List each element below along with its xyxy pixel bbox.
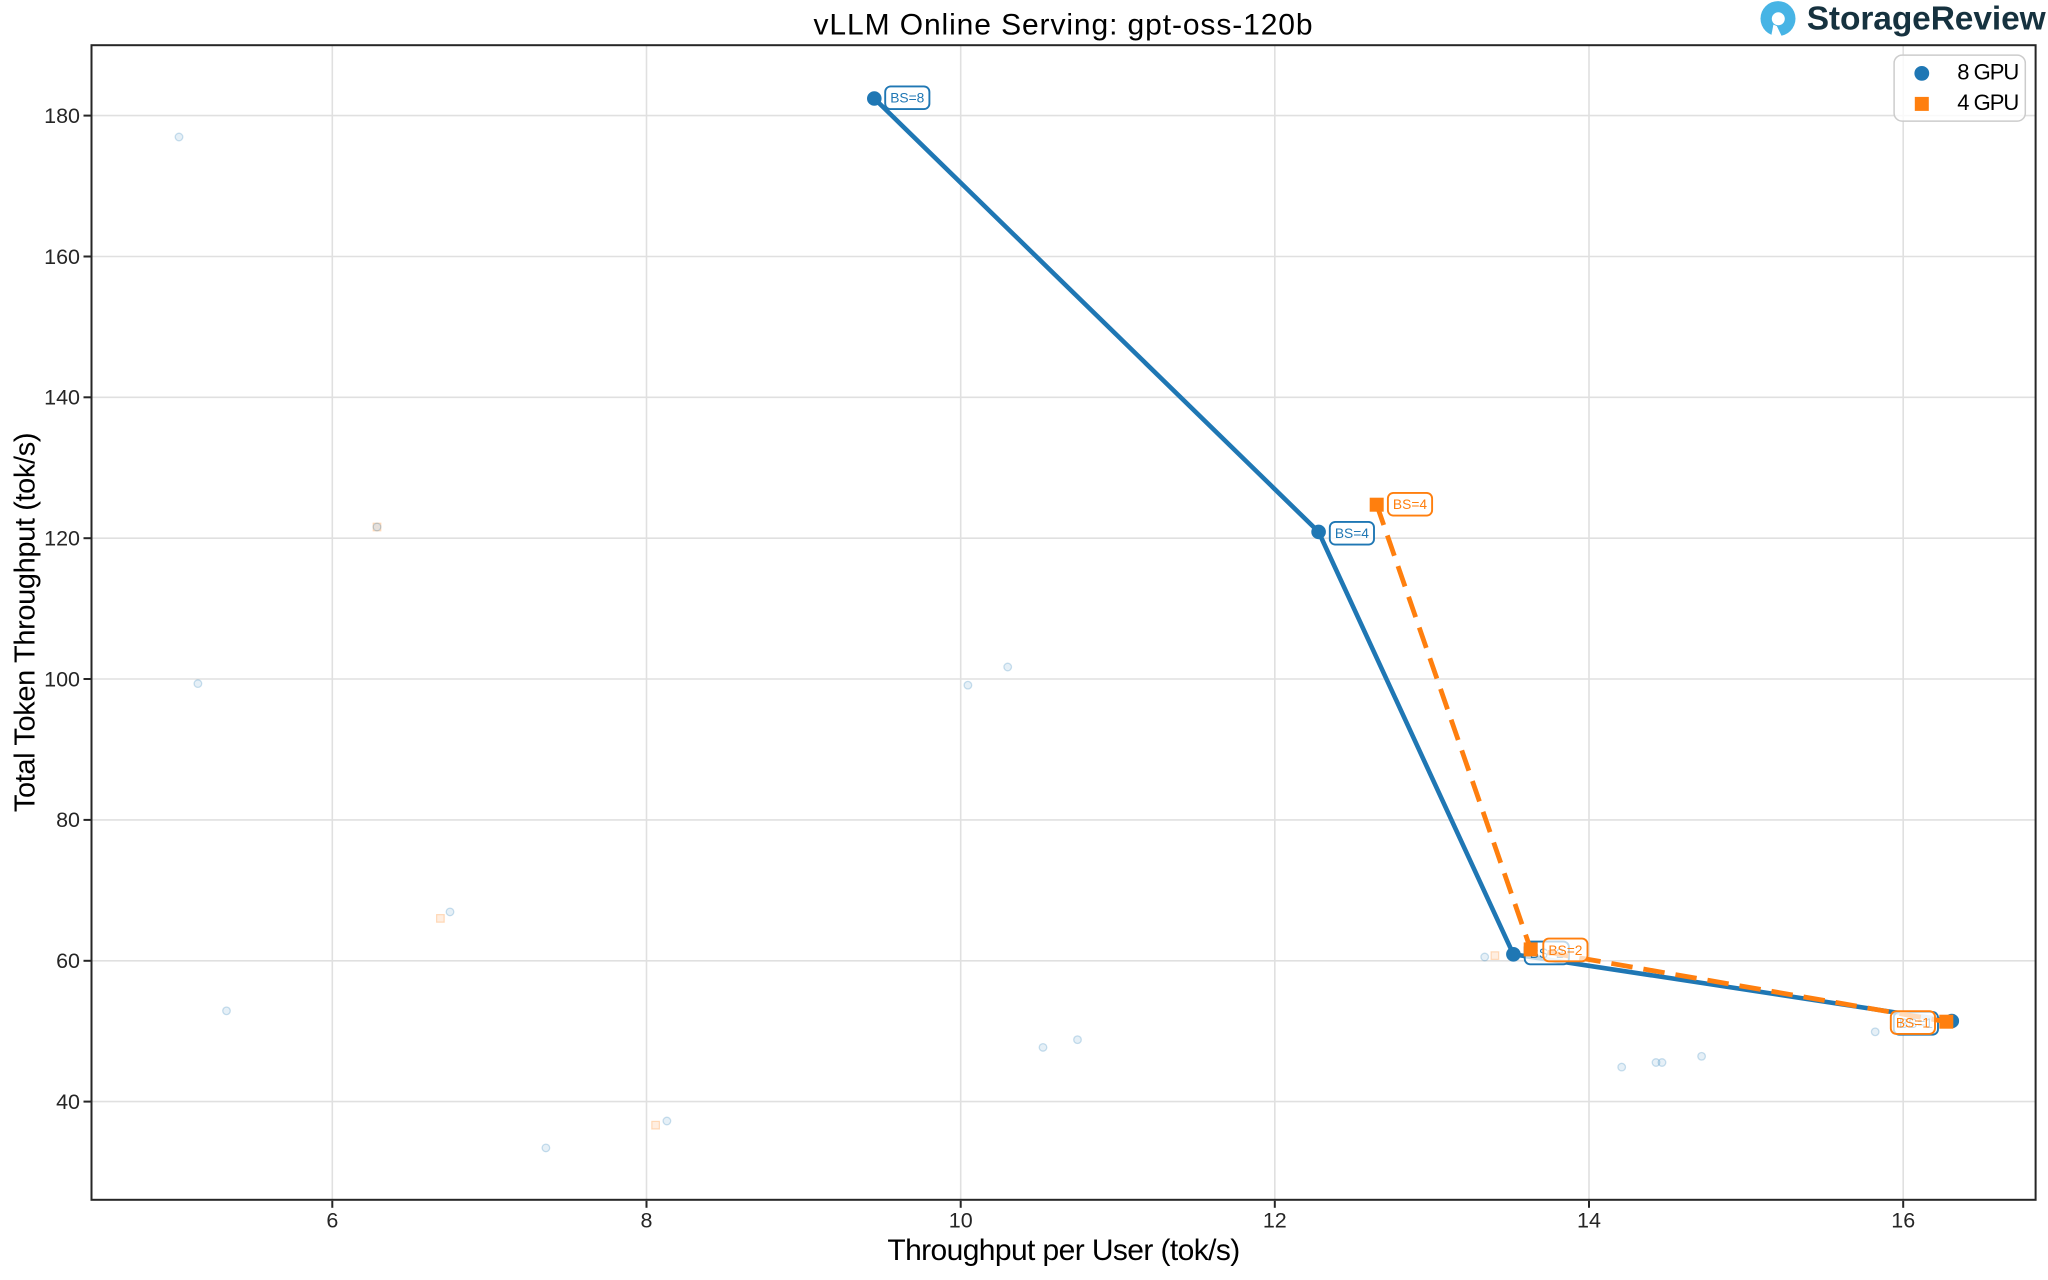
svg-text:16: 16 — [1891, 1208, 1915, 1232]
svg-text:8 GPU: 8 GPU — [1957, 59, 2018, 84]
svg-text:120: 120 — [44, 527, 80, 551]
svg-text:BS=2: BS=2 — [1548, 943, 1582, 958]
svg-text:4 GPU: 4 GPU — [1957, 90, 2018, 115]
svg-text:14: 14 — [1577, 1208, 1601, 1232]
svg-text:BS=4: BS=4 — [1335, 526, 1369, 541]
svg-text:40: 40 — [56, 1090, 80, 1114]
svg-text:80: 80 — [56, 808, 80, 832]
svg-text:140: 140 — [44, 386, 80, 410]
svg-text:BS=1: BS=1 — [1896, 1016, 1930, 1031]
svg-text:100: 100 — [44, 667, 80, 691]
svg-text:Total Token Throughput (tok/s): Total Token Throughput (tok/s) — [9, 433, 41, 812]
svg-text:6: 6 — [326, 1208, 338, 1232]
svg-text:vLLM Online Serving: gpt-oss-1: vLLM Online Serving: gpt-oss-120b — [814, 9, 1314, 42]
svg-text:BS=8: BS=8 — [890, 91, 924, 106]
svg-text:10: 10 — [949, 1208, 973, 1232]
svg-text:12: 12 — [1263, 1208, 1287, 1232]
svg-text:60: 60 — [56, 949, 80, 973]
svg-text:Throughput per User (tok/s): Throughput per User (tok/s) — [887, 1234, 1239, 1267]
svg-text:StorageReview: StorageReview — [1807, 1, 2047, 38]
svg-text:8: 8 — [641, 1208, 653, 1232]
svg-text:180: 180 — [44, 104, 80, 128]
svg-text:160: 160 — [44, 245, 80, 269]
svg-text:BS=4: BS=4 — [1393, 497, 1427, 512]
